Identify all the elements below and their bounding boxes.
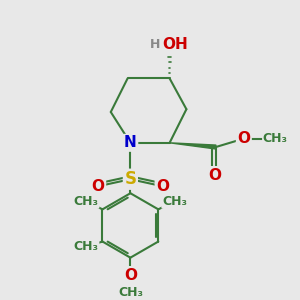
Text: O: O — [208, 167, 221, 182]
Text: O: O — [124, 268, 137, 283]
Text: CH₃: CH₃ — [74, 195, 99, 208]
Text: S: S — [124, 170, 136, 188]
Text: CH₃: CH₃ — [74, 240, 99, 253]
Text: H: H — [150, 38, 160, 51]
Text: N: N — [124, 135, 137, 150]
Text: CH₃: CH₃ — [162, 195, 187, 208]
Polygon shape — [169, 143, 216, 149]
Text: O: O — [156, 179, 169, 194]
Text: OH: OH — [162, 37, 188, 52]
Text: O: O — [92, 179, 105, 194]
Text: CH₃: CH₃ — [263, 132, 288, 145]
Text: CH₃: CH₃ — [118, 286, 143, 299]
Text: O: O — [237, 131, 250, 146]
